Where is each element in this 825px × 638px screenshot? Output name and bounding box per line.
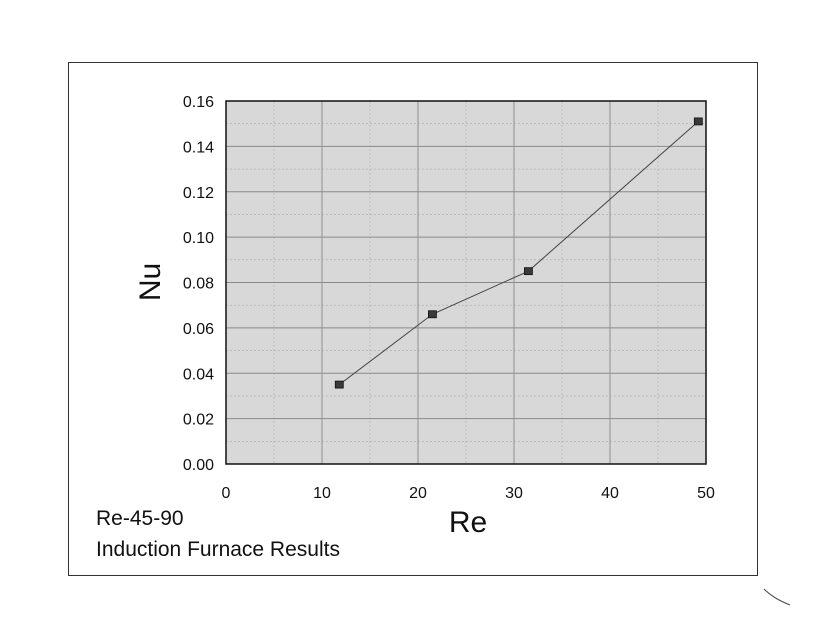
y-tick-labels: 0.00 0.02 0.04 0.06 0.08 0.10 0.12 0.14 0.16 [183, 94, 214, 474]
x-tick-label: 0 [222, 485, 231, 502]
y-tick-label: 0.12 [183, 185, 214, 202]
scan-mark [763, 588, 791, 606]
data-point-marker [524, 267, 533, 276]
y-tick-label: 0.10 [183, 230, 214, 247]
y-tick-label: 0.04 [183, 366, 214, 383]
data-point-marker [693, 117, 703, 126]
y-tick-label: 0.02 [183, 412, 214, 429]
x-tick-label: 10 [313, 485, 331, 502]
chart-subtitle-caption: Induction Furnace Results [96, 538, 340, 561]
y-axis-title: Nu [134, 263, 167, 301]
x-tick-label: 20 [409, 485, 427, 502]
x-tick-label: 40 [601, 485, 619, 502]
y-tick-label: 0.06 [183, 321, 214, 338]
y-tick-label: 0.16 [183, 94, 214, 111]
series-nu [334, 117, 703, 389]
x-tick-label: 30 [505, 485, 523, 502]
x-tick-label: 50 [697, 485, 715, 502]
series-line [338, 121, 699, 385]
x-tick-labels: 0 10 20 30 40 50 [222, 485, 715, 502]
data-point-marker [334, 380, 344, 389]
y-tick-label: 0.08 [183, 276, 214, 293]
x-axis-title: Re [449, 506, 487, 539]
y-tick-label: 0.00 [183, 457, 214, 474]
plot-border [225, 100, 707, 465]
data-point-marker [427, 310, 437, 319]
chart-id-caption: Re-45-90 [96, 507, 184, 530]
y-tick-label: 0.14 [183, 139, 214, 156]
